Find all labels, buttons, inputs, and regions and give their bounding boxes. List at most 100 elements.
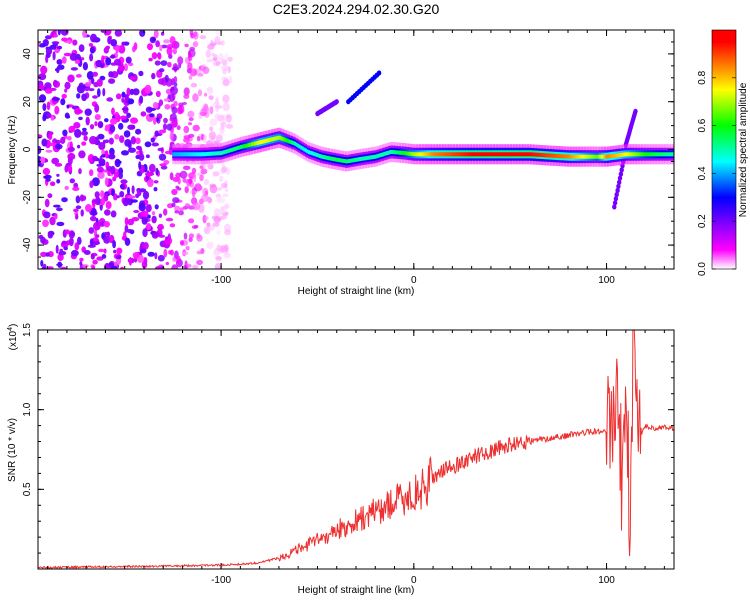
snr-y-label: SNR (10 * v/v) <box>7 418 18 482</box>
noise-blob <box>149 113 155 118</box>
noise-blob <box>218 132 225 136</box>
ridge-cell <box>266 138 269 143</box>
noise-blob <box>188 237 193 242</box>
ridge-cell <box>528 152 531 157</box>
noise-blob <box>124 224 129 233</box>
noise-blob <box>141 215 148 225</box>
ridge-cell <box>568 154 571 159</box>
noise-blob <box>139 95 144 104</box>
ridge-cell <box>383 151 386 156</box>
noise-blob <box>130 117 138 124</box>
noise-blob <box>92 241 101 245</box>
noise-blob <box>38 73 47 81</box>
ridge-cell <box>318 154 321 158</box>
noise-blob <box>179 207 184 211</box>
ridge-cell <box>530 152 532 157</box>
noise-blob <box>89 136 97 145</box>
noise-blob <box>74 107 82 115</box>
ridge-cell <box>639 152 642 157</box>
noise-blob <box>193 224 199 229</box>
noise-blob <box>123 63 128 72</box>
snr-y-scale-exponent: 4 <box>7 327 14 331</box>
ridge-cell <box>593 154 596 159</box>
noise-blob <box>206 59 214 63</box>
noise-blob <box>225 114 232 123</box>
ridge-cell <box>446 152 449 157</box>
noise-blob <box>121 91 126 98</box>
noise-blob <box>61 37 68 42</box>
noise-blob <box>97 121 104 128</box>
colorbar-gradient <box>712 30 736 269</box>
ridge-cell <box>445 152 448 157</box>
noise-blob <box>72 186 80 191</box>
noise-blob <box>182 165 191 170</box>
noise-blob <box>154 204 159 210</box>
noise-blob <box>127 186 130 196</box>
ridge-cell <box>627 152 630 157</box>
ridge-cell <box>331 156 334 161</box>
ridge-cell <box>585 154 588 159</box>
ridge-cell <box>378 153 381 158</box>
noise-blob <box>164 104 171 110</box>
ridge-cell <box>460 152 463 157</box>
ridge-cell <box>274 136 277 141</box>
noise-blob <box>163 160 170 165</box>
ridge-cell <box>636 152 639 157</box>
noise-blob <box>64 81 71 90</box>
ridge-cell <box>422 152 425 157</box>
noise-blob <box>49 216 56 226</box>
ridge-cell <box>554 153 557 158</box>
noise-blob <box>214 263 223 269</box>
noise-blob <box>79 194 84 202</box>
ridge-cell <box>641 152 643 157</box>
noise-blob <box>70 232 75 236</box>
noise-blob <box>219 245 227 253</box>
ridge-cell <box>321 154 324 159</box>
noise-blob <box>59 248 63 252</box>
noise-blob <box>95 62 103 66</box>
noise-blob <box>103 231 110 236</box>
ridge-cell <box>493 152 495 157</box>
ridge-cell <box>354 157 357 162</box>
noise-blob <box>199 174 204 181</box>
y-tick-label: -20 <box>22 190 33 205</box>
ridge-cell <box>267 138 270 143</box>
noise-blob <box>104 177 109 187</box>
noise-blob <box>176 255 181 265</box>
noise-blob <box>188 53 193 62</box>
ridge-cell <box>631 152 634 157</box>
noise-blob <box>222 193 229 197</box>
noise-blob <box>151 211 156 216</box>
streak-blob <box>612 200 618 206</box>
ridge-cell <box>173 152 176 157</box>
noise-blob <box>213 54 218 62</box>
ridge-cell <box>389 150 392 154</box>
ridge-cell <box>664 152 667 157</box>
ridge-cell <box>240 145 243 149</box>
ridge-cell <box>269 137 272 142</box>
noise-blob <box>212 101 221 108</box>
noise-blob <box>122 198 129 207</box>
noise-blob <box>159 163 167 167</box>
noise-blob <box>196 234 203 242</box>
noise-blob <box>85 204 92 212</box>
noise-blob <box>221 163 226 172</box>
ridge-cell <box>510 152 512 157</box>
noise-blob <box>151 142 159 147</box>
ridge-cell <box>448 152 451 157</box>
ridge-cell <box>346 159 349 164</box>
ridge-cell <box>372 155 375 159</box>
x-tick-label: -100 <box>211 275 231 286</box>
noise-blob <box>136 145 142 150</box>
ridge-cell <box>328 156 330 161</box>
ridge-cell <box>443 152 446 157</box>
noise-blob <box>53 34 59 38</box>
noise-blob <box>222 94 230 103</box>
noise-blob <box>225 188 229 193</box>
ridge-cell <box>665 152 668 157</box>
noise-blob <box>85 116 90 126</box>
noise-blob <box>152 37 156 42</box>
noise-blob <box>114 30 122 37</box>
ridge-cell <box>291 140 293 145</box>
noise-blob <box>188 233 194 239</box>
